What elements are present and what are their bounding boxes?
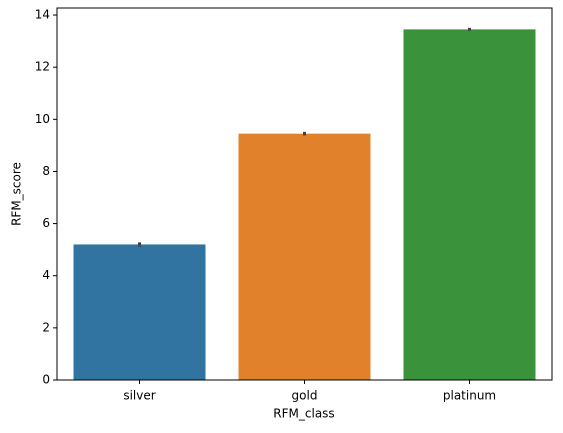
plot-frame: [56, 7, 553, 381]
y-tick-label: 6: [42, 216, 50, 230]
y-tick-label: 2: [42, 320, 50, 334]
y-tick-label: 14: [35, 8, 50, 22]
y-tick-label: 12: [35, 60, 50, 74]
bar: [73, 244, 206, 380]
x-tick-label: platinum: [443, 389, 496, 403]
x-tick-label: silver: [123, 389, 155, 403]
y-tick-label: 8: [42, 164, 50, 178]
y-tick-label: 0: [42, 373, 50, 387]
y-tick-label: 4: [42, 268, 50, 282]
bar: [403, 29, 536, 381]
x-tick-label: gold: [292, 389, 318, 403]
x-axis-label: RFM_class: [273, 407, 334, 421]
bar: [238, 133, 371, 380]
y-axis-label: RFM_score: [10, 162, 24, 226]
y-tick-label: 10: [35, 112, 50, 126]
